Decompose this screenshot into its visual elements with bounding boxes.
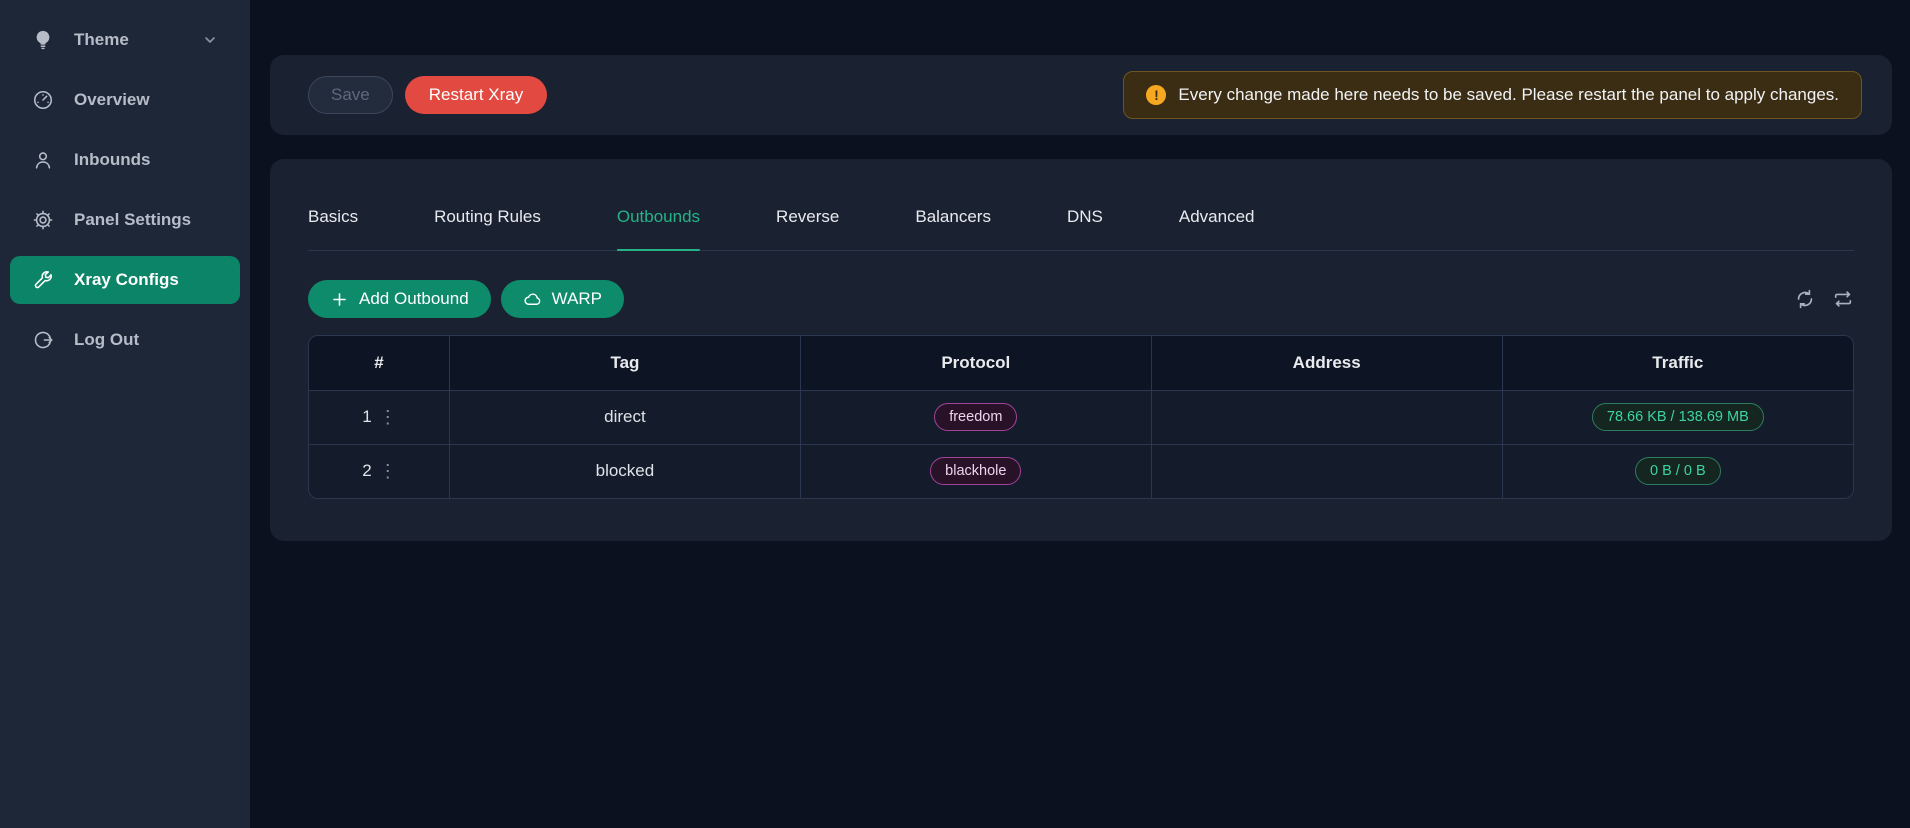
num-cell: 2 ⋮ xyxy=(309,443,450,498)
tab-balancers[interactable]: Balancers xyxy=(915,207,991,226)
add-outbound-label: Add Outbound xyxy=(359,289,469,308)
cloud-icon xyxy=(523,290,542,309)
col-header-num: # xyxy=(309,336,450,390)
outbounds-table: # Tag Protocol Address Traffic 1 ⋮ xyxy=(308,335,1854,499)
tab-outbounds[interactable]: Outbounds xyxy=(616,207,701,251)
chevron-down-icon xyxy=(202,32,218,48)
warp-button[interactable]: WARP xyxy=(500,280,625,318)
save-button[interactable]: Save xyxy=(308,76,393,114)
gear-icon xyxy=(32,209,54,231)
traffic-badge: 0 B / 0 B xyxy=(1635,457,1721,486)
sidebar-item-panel-settings[interactable]: Panel Settings xyxy=(10,196,240,244)
sidebar-item-theme[interactable]: Theme xyxy=(10,16,240,64)
protocol-cell: blackhole xyxy=(800,443,1152,498)
sidebar-item-label: Theme xyxy=(74,30,129,49)
wrench-icon xyxy=(32,269,54,291)
table-tools xyxy=(1778,288,1854,310)
table-row: 2 ⋮ blocked blackhole 0 B / 0 B xyxy=(309,443,1853,498)
tab-routing-rules[interactable]: Routing Rules xyxy=(434,207,541,226)
tab-dns[interactable]: DNS xyxy=(1066,207,1103,226)
alert-text: Every change made here needs to be saved… xyxy=(1178,85,1839,104)
tab-advanced[interactable]: Advanced xyxy=(1178,207,1255,226)
user-icon xyxy=(32,149,54,171)
config-tab-bar: Basics Routing Rules Outbounds Reverse B… xyxy=(308,159,1854,251)
col-header-traffic: Traffic xyxy=(1502,336,1853,390)
sidebar-item-overview[interactable]: Overview xyxy=(10,76,240,124)
sidebar-item-log-out[interactable]: Log Out xyxy=(10,316,240,364)
protocol-cell: freedom xyxy=(800,389,1152,444)
xray-config-card: Basics Routing Rules Outbounds Reverse B… xyxy=(270,159,1892,541)
sidebar: Theme Overview Inbounds Panel Settings xyxy=(0,0,250,828)
outbounds-action-row: Add Outbound WARP xyxy=(308,280,1854,318)
col-header-tag: Tag xyxy=(449,336,801,390)
table-header-row: # Tag Protocol Address Traffic xyxy=(309,336,1853,390)
row-menu-icon[interactable]: ⋮ xyxy=(378,460,397,481)
tag-cell: direct xyxy=(449,389,801,444)
restart-xray-button[interactable]: Restart Xray xyxy=(404,76,548,114)
traffic-cell: 0 B / 0 B xyxy=(1502,443,1853,498)
sidebar-item-label: Inbounds xyxy=(74,150,151,169)
sidebar-item-xray-configs[interactable]: Xray Configs xyxy=(10,256,240,304)
toolbar-card: Save Restart Xray ! Every change made he… xyxy=(270,55,1892,135)
num-cell: 1 ⋮ xyxy=(309,389,450,444)
sidebar-item-label: Log Out xyxy=(74,330,140,349)
logout-icon xyxy=(32,329,54,351)
sidebar-item-label: Panel Settings xyxy=(74,210,192,229)
row-number: 2 xyxy=(362,461,372,481)
main-content: Save Restart Xray ! Every change made he… xyxy=(250,0,1910,828)
repeat-icon[interactable] xyxy=(1832,288,1854,310)
tab-basics[interactable]: Basics xyxy=(308,207,359,226)
plus-icon xyxy=(330,290,349,309)
warning-icon: ! xyxy=(1146,85,1167,105)
sync-icon[interactable] xyxy=(1794,288,1816,310)
col-header-address: Address xyxy=(1151,336,1503,390)
address-cell xyxy=(1151,443,1503,498)
table-row: 1 ⋮ direct freedom 78.66 KB / 138.69 MB xyxy=(309,389,1853,444)
row-number: 1 xyxy=(362,407,372,426)
protocol-badge: blackhole xyxy=(930,457,1022,486)
protocol-badge: freedom xyxy=(934,403,1018,431)
traffic-cell: 78.66 KB / 138.69 MB xyxy=(1502,389,1853,444)
row-menu-icon[interactable]: ⋮ xyxy=(378,406,397,427)
tab-reverse[interactable]: Reverse xyxy=(776,207,840,226)
tag-cell: blocked xyxy=(449,443,801,498)
sidebar-item-label: Xray Configs xyxy=(74,270,179,289)
traffic-badge: 78.66 KB / 138.69 MB xyxy=(1591,403,1764,431)
address-cell xyxy=(1151,389,1503,444)
bulb-icon xyxy=(32,29,54,51)
sidebar-item-label: Overview xyxy=(74,90,150,109)
sidebar-item-inbounds[interactable]: Inbounds xyxy=(10,136,240,184)
warp-label: WARP xyxy=(551,289,603,308)
dashboard-icon xyxy=(32,89,54,111)
restart-warning-alert: ! Every change made here needs to be sav… xyxy=(1123,71,1862,119)
col-header-protocol: Protocol xyxy=(800,336,1152,390)
add-outbound-button[interactable]: Add Outbound xyxy=(308,280,491,318)
